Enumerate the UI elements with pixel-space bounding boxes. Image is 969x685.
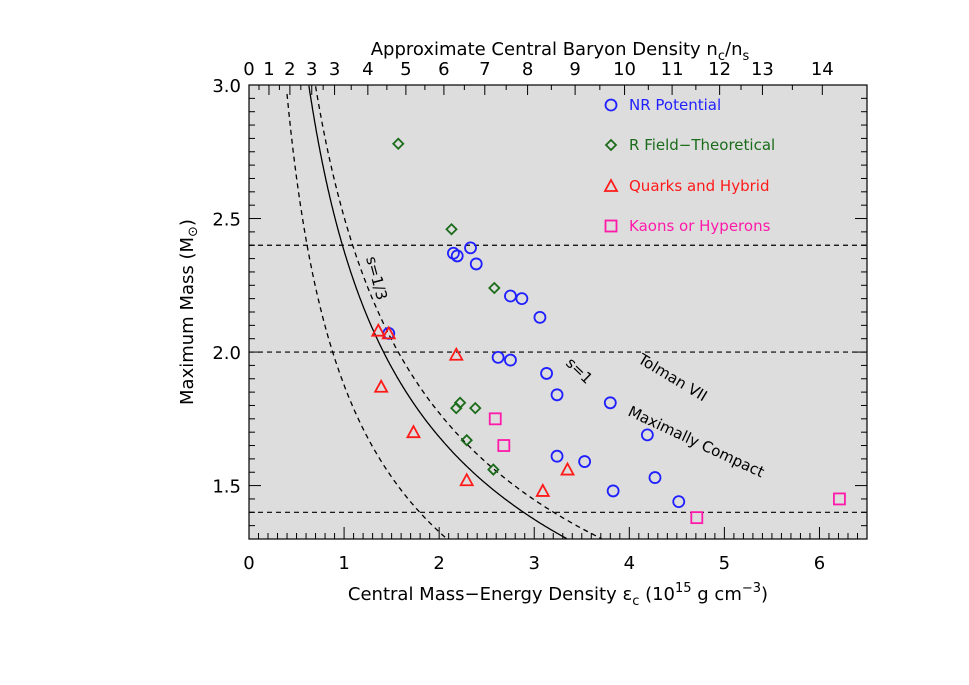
point-quarks-and-hybrid — [381, 325, 397, 340]
point-quarks-and-hybrid — [559, 461, 576, 476]
point-r-field-theoretical — [449, 401, 463, 415]
point-nr-potential — [540, 367, 553, 380]
plot-area — [249, 85, 867, 539]
legend-label-quarks: Quarks and Hybrid — [629, 177, 769, 195]
top-tick-label: 13 — [751, 59, 774, 80]
legend-label-nr-potential: NR Potential — [629, 96, 721, 114]
y-axis-title-sun: ⊙ — [186, 226, 201, 237]
x-tick-label: 0 — [243, 553, 254, 574]
legend-marker-nr-potential — [604, 98, 618, 112]
point-nr-potential — [504, 353, 517, 367]
point-nr-potential — [606, 484, 620, 498]
top-axis-title: Approximate Central Baryon Density nc/ns — [371, 39, 750, 64]
y-tick-label: 2.5 — [212, 210, 241, 231]
x-tick-label: 2 — [433, 553, 444, 574]
curve-1 — [308, 85, 567, 540]
top-tick-label: 3 — [306, 59, 317, 80]
point-r-field-theoretical — [445, 222, 458, 236]
top-tick-label: 1 — [263, 59, 274, 80]
point-nr-potential — [550, 388, 564, 402]
point-nr-potential — [450, 249, 464, 263]
x-tick-label: 6 — [814, 553, 825, 574]
tick-labels: 0 1 2 3 4 5 61.52.02.53.00 1 2 3 3 4 5 6 7 8 9 10 11 12 13 14 — [212, 59, 833, 574]
point-nr-potential — [515, 292, 529, 306]
point-r-field-theoretical — [469, 401, 482, 415]
point-kaons-or-hyperons — [488, 412, 502, 426]
point-kaons-or-hyperons — [833, 492, 846, 506]
top-tick-label: 6 — [438, 59, 449, 80]
x-axis-title-sup2: −3 — [742, 581, 761, 596]
x-axis-title: Central Mass−Energy Density εc (1015 g c… — [348, 581, 768, 609]
legend-marker-r-field — [604, 138, 618, 152]
x-axis-title-close: ) — [761, 584, 768, 605]
top-axis-title-sub1: c — [718, 49, 725, 64]
x-axis-title-units2: g cm — [692, 584, 742, 605]
point-r-field-theoretical — [487, 463, 500, 476]
point-nr-potential — [550, 449, 564, 463]
top-tick-label: 3 — [329, 59, 340, 80]
point-r-field-theoretical — [391, 137, 405, 151]
top-axis-title-main: Approximate Central Baryon Density n — [371, 39, 718, 60]
top-tick-label: 14 — [811, 59, 834, 80]
x-axis-title-units: (10 — [639, 584, 675, 605]
y-axis-title: Maximum Mass (M⊙) — [177, 219, 201, 405]
x-tick-label: 1 — [338, 553, 349, 574]
point-quarks-and-hybrid — [405, 424, 421, 439]
curve-2 — [314, 86, 602, 540]
x-axis-title-sup: 15 — [675, 581, 692, 596]
legend-label-r-field: R Field−Theoretical — [629, 136, 775, 154]
top-tick-label: 8 — [522, 59, 533, 80]
point-nr-potential — [504, 289, 517, 303]
point-nr-potential — [464, 241, 477, 255]
point-nr-potential — [640, 428, 654, 442]
y-tick-label: 2.0 — [212, 343, 241, 364]
legend-marker-kaons — [604, 219, 618, 233]
point-nr-potential — [578, 455, 592, 468]
x-tick-label: 5 — [719, 553, 730, 574]
curves — [286, 85, 602, 540]
point-nr-potential — [672, 495, 686, 509]
point-quarks-and-hybrid — [373, 378, 389, 393]
point-nr-potential — [648, 471, 662, 484]
legend-marker-quarks — [603, 178, 619, 192]
x-tick-label: 3 — [529, 553, 540, 574]
top-axis-title-sub2: s — [742, 49, 749, 64]
x-tick-label: 4 — [624, 553, 635, 574]
top-tick-label: 9 — [569, 59, 580, 80]
y-axis-title-main: Maximum Mass (M — [177, 237, 198, 405]
point-quarks-and-hybrid — [459, 472, 475, 487]
point-quarks-and-hybrid — [535, 483, 551, 497]
y-tick-label: 1.5 — [212, 477, 241, 498]
top-axis-title-mid: /n — [725, 39, 742, 60]
point-nr-potential — [533, 310, 547, 324]
top-tick-label: 4 — [362, 59, 373, 80]
top-tick-label: 11 — [661, 59, 684, 80]
point-r-field-theoretical — [488, 281, 501, 295]
point-kaons-or-hyperons — [690, 511, 704, 525]
point-quarks-and-hybrid — [448, 346, 464, 361]
point-r-field-theoretical — [460, 433, 473, 447]
legend: NR Potential R Field−Theoretical Quarks … — [603, 96, 775, 235]
top-tick-label: 7 — [479, 59, 490, 80]
point-kaons-or-hyperons — [497, 439, 511, 452]
x-axis-title-sub: c — [632, 594, 639, 609]
point-nr-potential — [491, 350, 505, 364]
x-axis-title-main: Central Mass−Energy Density ε — [348, 584, 632, 605]
point-nr-potential — [603, 396, 617, 410]
top-tick-label: 5 — [400, 59, 411, 80]
point-nr-potential — [469, 257, 483, 271]
data-points — [370, 137, 846, 525]
curve-0 — [286, 93, 448, 540]
legend-label-kaons: Kaons or Hyperons — [629, 217, 771, 235]
point-quarks-and-hybrid — [370, 322, 386, 337]
axis-ticks — [248, 84, 868, 540]
top-tick-label: 2 — [284, 59, 295, 80]
top-tick-label: 0 — [243, 59, 254, 80]
top-tick-label: 12 — [708, 59, 731, 80]
y-tick-label: 3.0 — [212, 76, 241, 97]
top-tick-label: 10 — [613, 59, 636, 80]
y-axis-title-close: ) — [177, 219, 198, 226]
